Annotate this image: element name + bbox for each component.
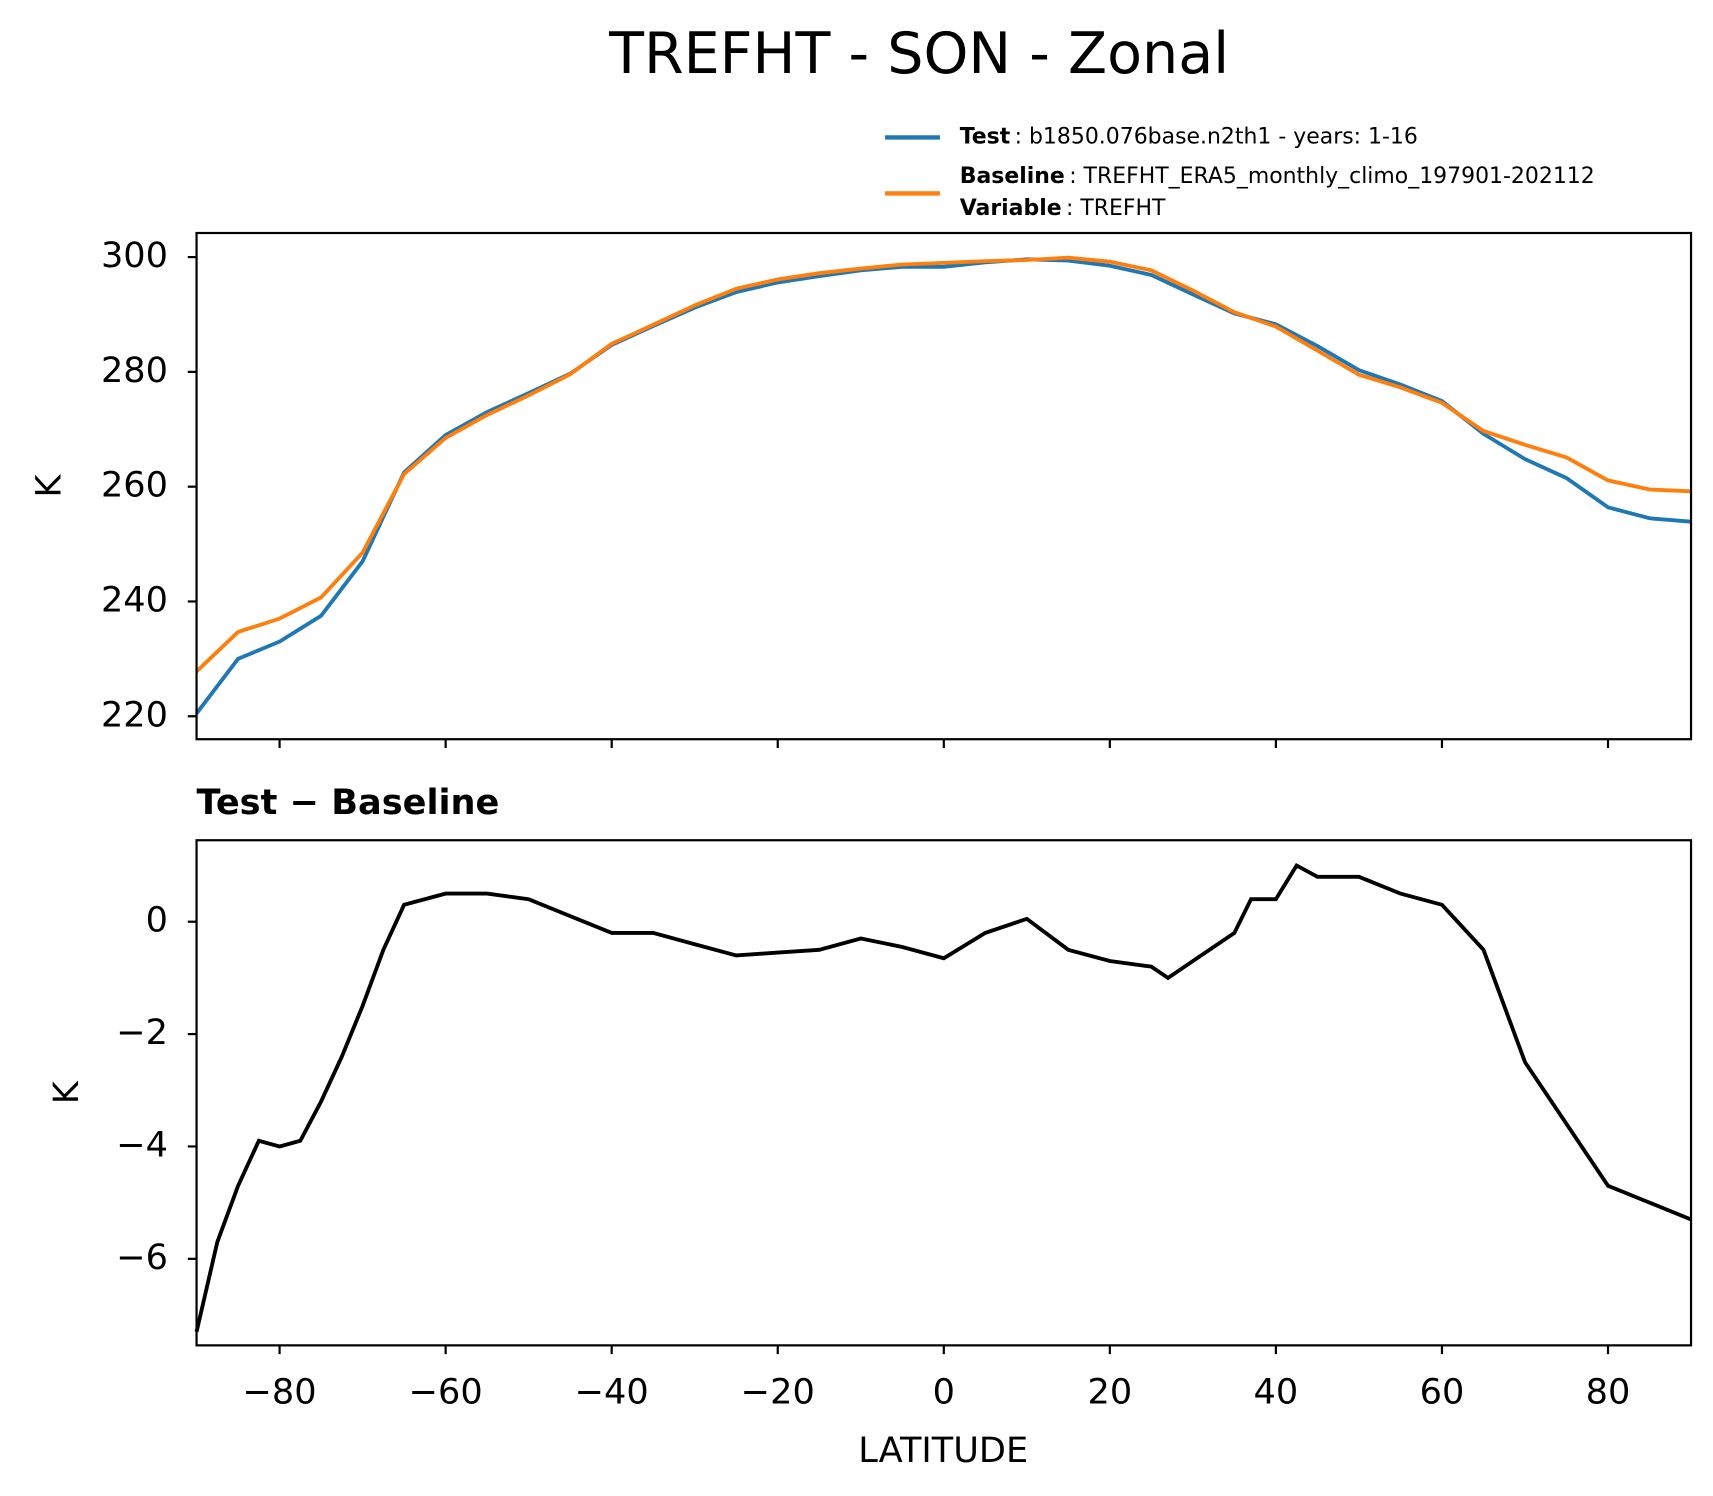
- y-tick-label: 260: [101, 465, 168, 506]
- y-tick-label: −2: [116, 1012, 168, 1053]
- x-axis-label: LATITUDE: [858, 1430, 1028, 1471]
- y-tick-label: 300: [101, 235, 168, 276]
- x-tick-label: −60: [409, 1372, 483, 1413]
- x-tick-label: 0: [933, 1372, 955, 1413]
- data-line: [195, 257, 1692, 715]
- x-tick-label: −40: [575, 1372, 649, 1413]
- legend-detail: : TREFHT_ERA5_monthly_climo_197901-20211…: [1069, 164, 1595, 189]
- y-tick-label: 280: [101, 350, 168, 391]
- x-tick-label: −20: [741, 1372, 815, 1413]
- x-tick-label: 60: [1420, 1372, 1465, 1413]
- x-tick-label: 80: [1586, 1372, 1631, 1413]
- legend-name: Baseline: [960, 164, 1065, 189]
- x-tick-label: 20: [1087, 1372, 1132, 1413]
- legend-name: Variable: [960, 196, 1062, 221]
- legend-detail: : TREFHT: [1066, 196, 1166, 221]
- x-tick-label: 40: [1254, 1372, 1299, 1413]
- data-line: [195, 255, 1692, 673]
- legend-detail: : b1850.076base.n2th1 - years: 1-16: [1015, 124, 1418, 149]
- data-line: [194, 862, 1692, 1333]
- y-tick-label: −6: [116, 1237, 168, 1278]
- axes-frame: [195, 231, 1693, 741]
- subtitle: Test − Baseline: [197, 782, 500, 823]
- y-axis-label: K: [46, 1080, 87, 1104]
- y-tick-label: −4: [116, 1124, 168, 1165]
- y-tick-label: 240: [101, 579, 168, 620]
- legend-name: Test: [960, 124, 1011, 149]
- y-tick-label: 0: [146, 900, 168, 941]
- y-axis-label: K: [29, 474, 70, 498]
- axes-frame: [195, 839, 1693, 1347]
- y-tick-label: 220: [101, 694, 168, 735]
- chart-title: TREFHT - SON - Zonal: [608, 21, 1229, 87]
- x-tick-label: −80: [243, 1372, 317, 1413]
